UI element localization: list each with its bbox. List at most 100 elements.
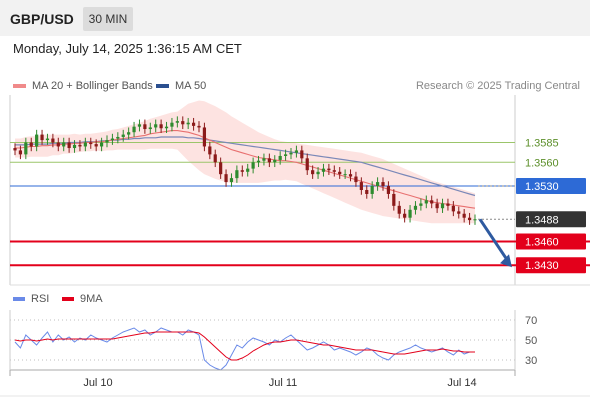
candle-body xyxy=(51,138,55,143)
candle-body xyxy=(99,142,104,147)
timeframe-button[interactable]: 30 MIN xyxy=(83,7,133,31)
candle-body xyxy=(256,160,261,163)
legend-item-ma50: MA 50 xyxy=(156,80,206,92)
legend-swatch-ma50 xyxy=(156,84,169,89)
symbol-label: GBP/USD xyxy=(10,11,74,27)
legend-label-ma20: MA 20 + Bollinger Bands xyxy=(32,80,153,92)
candle-body xyxy=(89,142,93,145)
candle-body xyxy=(175,121,179,123)
rsi-legend-swatch xyxy=(13,297,25,302)
candle-body xyxy=(143,124,147,130)
candle-body xyxy=(24,142,28,155)
rsi-ma-legend-item: 9MA xyxy=(62,293,103,305)
x-tick-label: Jul 14 xyxy=(447,377,476,389)
candle-body xyxy=(419,203,423,206)
candle-body xyxy=(305,158,309,171)
top-bar: GBP/USD 30 MIN xyxy=(0,0,590,36)
candle-body xyxy=(343,174,347,176)
level-label-1-3585: 1.3585 xyxy=(525,138,559,150)
candle-body xyxy=(278,155,282,160)
level-badge-1-3460 xyxy=(516,233,586,250)
x-tick-label: Jul 11 xyxy=(269,377,298,389)
candle-body xyxy=(440,203,445,209)
candle-body xyxy=(170,122,174,127)
rsi-tick-30: 30 xyxy=(525,355,537,367)
candle-body xyxy=(365,190,369,194)
candle-body xyxy=(397,205,401,214)
candle-body xyxy=(408,209,412,218)
candle-body xyxy=(359,182,363,190)
candle-body xyxy=(40,134,44,141)
candle-body xyxy=(392,193,396,206)
candle-body xyxy=(127,132,131,135)
candle-body xyxy=(273,159,277,163)
candle-body xyxy=(132,126,136,133)
candle-body xyxy=(457,211,461,214)
candle-body xyxy=(116,136,120,139)
candle-body xyxy=(451,205,455,212)
chart-datetime: Monday, July 14, 2025 1:36:15 AM CET xyxy=(13,41,242,56)
level-label-1-3560: 1.3560 xyxy=(525,157,559,169)
candle-body xyxy=(354,176,358,183)
candle-body xyxy=(430,200,434,204)
candle-body xyxy=(18,150,23,155)
candle-body xyxy=(72,144,77,149)
level-badge-1-3430 xyxy=(516,257,586,274)
candle-body xyxy=(311,170,315,175)
candle-body xyxy=(370,186,374,194)
candle-body xyxy=(240,170,244,172)
rsi-series-9ma xyxy=(14,331,475,361)
candle-body xyxy=(235,170,239,179)
candle-body xyxy=(213,154,217,163)
candle-body xyxy=(67,142,71,149)
candle-body xyxy=(375,182,380,187)
ma20-line xyxy=(15,130,476,209)
candle-body xyxy=(83,142,87,147)
candle-body xyxy=(78,144,82,147)
candle-body xyxy=(186,122,190,125)
candle-body xyxy=(246,168,250,172)
rsi-ma-legend-label: 9MA xyxy=(80,293,103,305)
credit-text: Research © 2025 Trading Central xyxy=(415,80,580,92)
level-badge-1-3488 xyxy=(516,211,586,228)
candle-body xyxy=(327,168,331,171)
rsi-tick-50: 50 xyxy=(525,335,537,347)
candle-body xyxy=(424,200,428,204)
candle-body xyxy=(403,213,407,218)
candle-body xyxy=(35,134,39,147)
candle-body xyxy=(105,140,109,143)
level-badge-1-3530 xyxy=(516,178,586,195)
rsi-tick-70: 70 xyxy=(525,315,537,327)
candle-body xyxy=(13,148,17,151)
x-tick-label: Jul 10 xyxy=(83,377,112,389)
level-label-1-3460: 1.3460 xyxy=(525,236,559,248)
candle-body xyxy=(121,134,125,137)
candle-body xyxy=(316,171,320,175)
candle-body xyxy=(294,150,299,153)
candle-body xyxy=(289,152,293,155)
candle-body xyxy=(467,217,472,221)
candle-body xyxy=(110,138,115,141)
candle-body xyxy=(446,203,450,206)
candle-body xyxy=(473,219,477,221)
candle-body xyxy=(191,122,196,126)
candle-body xyxy=(164,126,169,129)
rsi-ma-legend-swatch xyxy=(62,297,74,302)
candle-body xyxy=(154,124,158,128)
candle-body xyxy=(251,162,255,169)
candle-body xyxy=(462,213,466,218)
candle-body xyxy=(283,154,288,156)
candle-body xyxy=(300,150,304,159)
candle-body xyxy=(208,146,212,155)
candle-body xyxy=(262,158,266,161)
candle-body xyxy=(229,178,234,183)
candle-body xyxy=(348,174,353,177)
candle-body xyxy=(413,205,418,210)
level-label-1-3488: 1.3488 xyxy=(525,214,559,226)
rsi-legend-label: RSI xyxy=(31,293,50,305)
forecast-arrow-head xyxy=(500,254,512,268)
legend-item-ma20: MA 20 + Bollinger Bands xyxy=(13,80,153,92)
candle-body xyxy=(62,142,66,147)
candle-body xyxy=(56,142,60,147)
